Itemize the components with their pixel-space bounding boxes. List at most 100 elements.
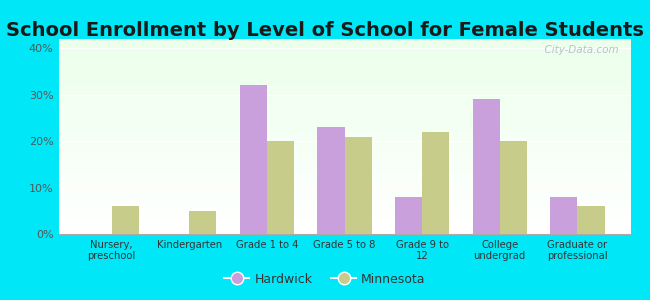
Text: City-Data.com: City-Data.com bbox=[538, 45, 619, 55]
Bar bbox=[58, 140, 630, 142]
Bar bbox=[58, 123, 630, 125]
Bar bbox=[58, 121, 630, 123]
Bar bbox=[58, 45, 630, 47]
Bar bbox=[58, 224, 630, 226]
Bar bbox=[58, 181, 630, 183]
Bar bbox=[58, 76, 630, 78]
Bar bbox=[58, 58, 630, 61]
Bar bbox=[395, 197, 422, 234]
Bar bbox=[473, 99, 500, 234]
Bar bbox=[58, 78, 630, 80]
Bar bbox=[58, 86, 630, 88]
Bar bbox=[58, 82, 630, 84]
Bar bbox=[550, 197, 577, 234]
Bar bbox=[58, 154, 630, 156]
Bar bbox=[58, 107, 630, 109]
Bar bbox=[500, 141, 527, 234]
Bar bbox=[58, 66, 630, 68]
Bar bbox=[58, 125, 630, 127]
Bar bbox=[58, 95, 630, 98]
Bar bbox=[58, 70, 630, 72]
Bar bbox=[58, 84, 630, 86]
Bar bbox=[58, 187, 630, 189]
Bar bbox=[422, 132, 449, 234]
Bar bbox=[58, 209, 630, 211]
Legend: Hardwick, Minnesota: Hardwick, Minnesota bbox=[220, 268, 430, 291]
Bar bbox=[58, 228, 630, 230]
Bar bbox=[58, 117, 630, 119]
Bar bbox=[58, 176, 630, 178]
Bar bbox=[317, 127, 344, 234]
Bar bbox=[58, 230, 630, 232]
Bar bbox=[58, 207, 630, 209]
Bar bbox=[58, 218, 630, 220]
Bar bbox=[58, 113, 630, 115]
Bar bbox=[58, 94, 630, 95]
Bar bbox=[58, 131, 630, 133]
Bar bbox=[58, 92, 630, 94]
Bar bbox=[58, 160, 630, 162]
Bar bbox=[58, 185, 630, 187]
Bar bbox=[58, 146, 630, 148]
Bar bbox=[189, 211, 216, 234]
Bar bbox=[58, 55, 630, 56]
Bar bbox=[58, 142, 630, 144]
Bar bbox=[58, 152, 630, 154]
Bar bbox=[58, 60, 630, 62]
Bar bbox=[58, 166, 630, 168]
Bar bbox=[58, 220, 630, 222]
Bar bbox=[267, 141, 294, 234]
Bar bbox=[240, 85, 267, 234]
Bar bbox=[58, 136, 630, 139]
Bar bbox=[58, 179, 630, 181]
Bar bbox=[58, 51, 630, 53]
Bar bbox=[58, 72, 630, 74]
Bar bbox=[58, 100, 630, 101]
Bar bbox=[58, 119, 630, 121]
Bar bbox=[58, 129, 630, 131]
Bar bbox=[58, 111, 630, 113]
Bar bbox=[58, 191, 630, 193]
Bar bbox=[58, 133, 630, 134]
Bar bbox=[58, 226, 630, 228]
Bar bbox=[58, 144, 630, 146]
Bar bbox=[58, 64, 630, 66]
Bar bbox=[58, 62, 630, 64]
Bar bbox=[58, 43, 630, 45]
Bar bbox=[58, 211, 630, 212]
Bar bbox=[58, 197, 630, 199]
Bar bbox=[58, 134, 630, 136]
Bar bbox=[58, 88, 630, 90]
Bar bbox=[58, 199, 630, 201]
Bar bbox=[344, 136, 372, 234]
Bar bbox=[58, 53, 630, 55]
Bar bbox=[58, 68, 630, 70]
Bar bbox=[58, 80, 630, 82]
Bar bbox=[58, 162, 630, 164]
Bar bbox=[58, 214, 630, 217]
Bar bbox=[58, 232, 630, 234]
Bar bbox=[58, 168, 630, 170]
Bar bbox=[58, 201, 630, 203]
Bar bbox=[58, 203, 630, 205]
Bar bbox=[58, 173, 630, 175]
Bar bbox=[58, 158, 630, 160]
Bar bbox=[58, 98, 630, 100]
Bar bbox=[58, 109, 630, 111]
Text: School Enrollment by Level of School for Female Students: School Enrollment by Level of School for… bbox=[6, 21, 644, 40]
Bar bbox=[112, 206, 139, 234]
Bar bbox=[58, 148, 630, 150]
Bar bbox=[58, 90, 630, 92]
Bar bbox=[58, 195, 630, 197]
Bar bbox=[58, 139, 630, 140]
Bar bbox=[58, 212, 630, 214]
Bar bbox=[58, 47, 630, 49]
Bar bbox=[58, 156, 630, 158]
Bar bbox=[58, 115, 630, 117]
Bar bbox=[58, 170, 630, 172]
Bar bbox=[58, 222, 630, 224]
Bar bbox=[58, 150, 630, 152]
Bar bbox=[58, 74, 630, 76]
Bar bbox=[58, 39, 630, 41]
Bar bbox=[58, 205, 630, 207]
